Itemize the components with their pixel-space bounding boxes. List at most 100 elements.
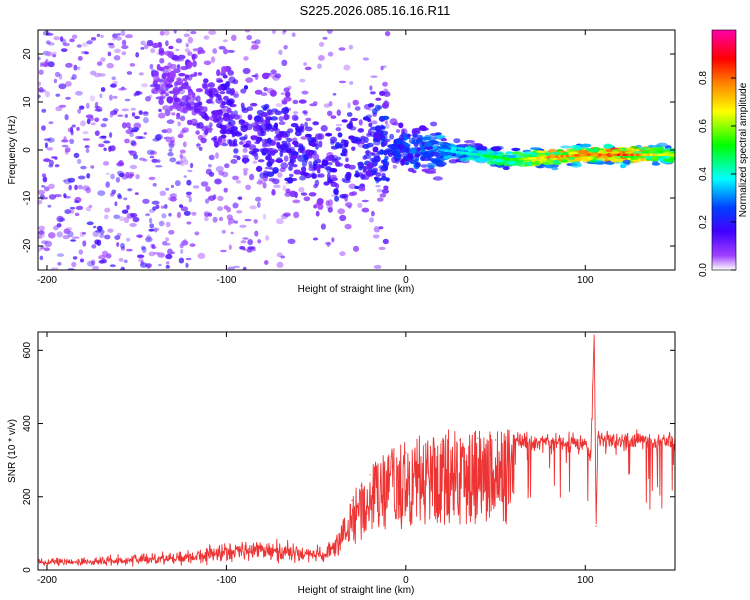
spectrogram-cell: [165, 265, 170, 269]
spectrogram-cell: [560, 145, 572, 149]
spectrogram-cell: [113, 214, 121, 220]
spectrogram-cell: [156, 84, 161, 91]
spectrogram-cell: [330, 115, 337, 119]
spectrogram-cell: [303, 62, 307, 66]
y-tick-label: -20: [22, 238, 33, 253]
spectrogram-cell: [85, 114, 94, 119]
spectrogram-cell: [208, 171, 215, 177]
spectrogram-cell: [298, 99, 307, 104]
spectrogram-cell: [151, 158, 158, 163]
spectrogram-cell: [552, 160, 560, 164]
spectrogram-cell: [183, 175, 187, 178]
spectrogram-cell: [174, 180, 181, 187]
spectrogram-cell: [90, 37, 97, 41]
spectrogram-cell: [41, 108, 47, 113]
snr-point: [548, 441, 551, 443]
spectrogram-cell: [337, 208, 346, 215]
spectrogram-cell: [208, 122, 213, 128]
snr-point: [189, 556, 192, 558]
spectrogram-cell: [118, 216, 125, 222]
spectrogram-cell: [276, 252, 283, 258]
spectrogram-cell: [76, 44, 82, 48]
spectrogram-cell: [279, 131, 285, 137]
spectrogram-cell: [77, 184, 83, 190]
spectrogram-cell: [316, 158, 322, 164]
spectrogram-cell: [75, 205, 84, 211]
spectrogram-cell: [252, 148, 260, 153]
spectrogram-cell: [121, 51, 127, 56]
x-tick-label: 100: [577, 575, 594, 586]
spectrogram-cell: [315, 165, 321, 171]
spectrogram-cell: [145, 236, 153, 243]
spectrogram-cell: [39, 255, 44, 261]
spectrogram-cell: [199, 111, 205, 117]
spectrogram-cell: [186, 221, 192, 225]
spectrogram-cell: [641, 150, 650, 155]
spectrogram-cell: [123, 216, 130, 223]
spectrogram-cell: [62, 42, 70, 47]
spectrogram-cell: [167, 51, 175, 59]
spectrogram-cell: [330, 141, 335, 145]
spectrogram-cell: [280, 255, 286, 259]
spectrogram-cell: [311, 142, 317, 147]
spectrogram-cell: [176, 160, 184, 165]
spectrogram-cell: [216, 116, 224, 124]
spectrogram-cell: [204, 129, 209, 135]
spectrogram-cell: [94, 101, 99, 108]
spectrogram-cell: [145, 213, 151, 217]
spectrogram-cell: [338, 47, 346, 51]
spectrogram-cell: [344, 173, 352, 181]
spectrogram-cell: [168, 229, 175, 235]
spectrogram-cell: [228, 76, 236, 84]
spectrogram-cell: [357, 128, 365, 133]
spectrogram-cell: [227, 49, 235, 53]
spectrogram-cell: [88, 204, 93, 208]
spectrogram-cell: [175, 161, 181, 165]
spectrogram-cell: [311, 173, 317, 180]
spectrogram-cell: [77, 175, 86, 180]
spectrogram-cell: [199, 105, 204, 110]
spectrogram-cell: [152, 227, 160, 232]
spectrogram-cell: [385, 177, 390, 182]
snr-frame: [37, 331, 676, 571]
spectrogram-cell: [631, 148, 640, 152]
spectrogram-cell: [283, 87, 290, 93]
spectrogram-cell: [229, 103, 237, 108]
spectrogram-cell: [131, 112, 136, 117]
spectrogram-cell: [175, 48, 180, 52]
spectrogram-cell: [184, 74, 189, 79]
spectrogram-cell: [358, 186, 366, 192]
spectrogram-cell: [268, 148, 277, 152]
colorbar-tick-label: 0.4: [698, 167, 709, 181]
spectrogram-cell: [588, 159, 599, 163]
spectrogram-cell: [100, 57, 106, 62]
spectrogram-cell: [389, 118, 398, 126]
spectrogram-cell: [653, 144, 663, 148]
spectrogram-cell: [339, 251, 346, 257]
spectrogram-cell: [149, 155, 155, 159]
spectrogram-cell: [233, 148, 239, 154]
spectrogram-cell: [230, 126, 238, 131]
spectrogram-cell: [291, 114, 299, 121]
spectrogram-cell: [317, 173, 325, 178]
spectrogram-cell: [158, 112, 166, 119]
spectrogram-cell: [104, 207, 111, 213]
spectrogram-cell: [124, 98, 131, 102]
spectrogram-cell: [58, 83, 67, 90]
x-tick-label: 0: [403, 575, 409, 586]
spectrogram-cell: [69, 38, 75, 43]
spectrogram-cell: [257, 239, 262, 244]
spectrogram-cell: [395, 153, 402, 160]
snr-point: [324, 554, 326, 557]
spectrogram-cell: [240, 139, 246, 144]
spectrogram-cell: [197, 72, 203, 76]
spectrogram-cell: [431, 159, 442, 164]
spectrogram-cell: [182, 141, 187, 148]
spectrogram-cell: [323, 181, 330, 186]
spectrogram-cell: [303, 196, 311, 202]
spectrogram-cell: [370, 152, 375, 156]
spectrogram-cell: [86, 102, 90, 109]
spectrogram-cell: [379, 150, 386, 154]
spectrogram-cell: [373, 139, 381, 146]
spectrogram-cell: [346, 112, 353, 117]
